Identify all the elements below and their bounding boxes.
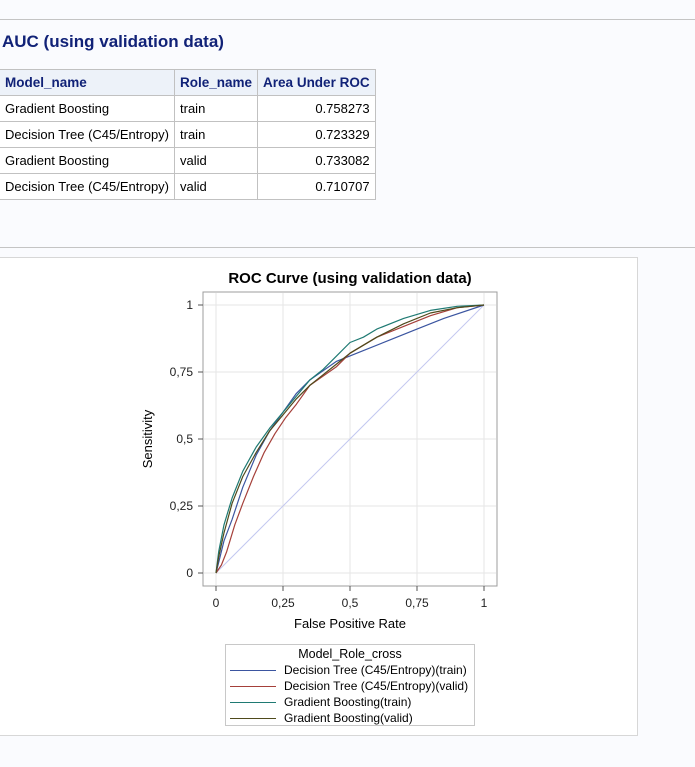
table-header-row: Model_name Role_name Area Under ROC: [0, 69, 376, 96]
x-tick-label: 1: [481, 596, 488, 610]
roc-series-line: [215, 304, 485, 574]
table-row: Decision Tree (C45/Entropy) valid 0.7107…: [0, 173, 376, 200]
table-row: Gradient Boosting valid 0.733082: [0, 147, 376, 174]
x-tick-label: 0,75: [405, 596, 429, 610]
table-cell-role: valid: [174, 147, 259, 174]
chart-legend: Model_Role_cross Decision Tree (C45/Entr…: [225, 644, 475, 726]
roc-series-line: [215, 304, 485, 574]
table-cell-auc: 0.758273: [257, 95, 376, 122]
x-tick-label: 0: [213, 596, 220, 610]
roc-chart: ROC Curve (using validation data) 0 0 0,25…: [140, 270, 498, 631]
roc-series-line: [215, 304, 485, 574]
legend-swatch: [230, 669, 276, 671]
table-cell-model: Decision Tree (C45/Entropy): [0, 121, 176, 148]
roc-series-line: [215, 304, 485, 574]
axis-ticks: 0 0 0,25 0,25 0,5 0,5 0,75 0,75 1 1: [170, 298, 488, 610]
legend-title: Model_Role_cross: [298, 647, 402, 661]
grid-lines: [204, 293, 496, 585]
x-tick-label: 0,25: [271, 596, 295, 610]
table-cell-auc: 0.710707: [257, 173, 376, 200]
legend-item: Decision Tree (C45/Entropy)(train): [230, 662, 467, 678]
legend-item: Gradient Boosting(valid): [230, 710, 413, 726]
top-divider: [0, 19, 695, 20]
table-row: Gradient Boosting train 0.758273: [0, 95, 376, 122]
chart-title: ROC Curve (using validation data): [228, 270, 471, 287]
auc-table: Model_name Role_name Area Under ROC Grad…: [0, 69, 376, 200]
y-tick-label: 0,75: [170, 365, 194, 379]
y-tick-label: 1: [186, 298, 193, 312]
table-cell-auc: 0.723329: [257, 121, 376, 148]
reference-diagonal: [215, 304, 485, 574]
table-cell-model: Gradient Boosting: [0, 147, 176, 174]
table-cell-auc: 0.733082: [257, 147, 376, 174]
column-header-model-name: Model_name: [0, 69, 176, 96]
x-axis-label: False Positive Rate: [294, 616, 406, 631]
legend-swatch: [230, 685, 276, 687]
reference-line: [215, 304, 485, 574]
table-cell-role: train: [174, 121, 259, 148]
column-header-role-name: Role_name: [174, 69, 259, 96]
y-tick-label: 0: [186, 566, 193, 580]
column-header-area-under-roc: Area Under ROC: [257, 69, 376, 96]
x-tick-label: 0,5: [342, 596, 359, 610]
legend-item: Gradient Boosting(train): [230, 694, 411, 710]
legend-swatch: [230, 701, 276, 703]
legend-label: Decision Tree (C45/Entropy)(valid): [284, 679, 469, 693]
table-cell-model: Gradient Boosting: [0, 95, 176, 122]
legend-label: Decision Tree (C45/Entropy)(train): [284, 663, 467, 677]
roc-series-group: [215, 304, 485, 574]
section-title: AUC (using validation data): [2, 32, 224, 51]
section-divider: [0, 247, 695, 248]
legend-label: Gradient Boosting(train): [284, 695, 412, 709]
y-axis-label: Sensitivity: [140, 409, 155, 468]
legend-label: Gradient Boosting(valid): [284, 711, 413, 725]
roc-chart-panel: ROC Curve (using validation data) 0 0 0,25…: [0, 257, 638, 736]
legend-item: Decision Tree (C45/Entropy)(valid): [230, 678, 468, 694]
y-tick-label: 0,5: [176, 432, 193, 446]
legend-swatch: [230, 717, 276, 719]
table-cell-role: valid: [174, 173, 259, 200]
y-tick-label: 0,25: [170, 499, 194, 513]
table-row: Decision Tree (C45/Entropy) train 0.7233…: [0, 121, 376, 148]
table-cell-model: Decision Tree (C45/Entropy): [0, 173, 176, 200]
table-cell-role: train: [174, 95, 259, 122]
